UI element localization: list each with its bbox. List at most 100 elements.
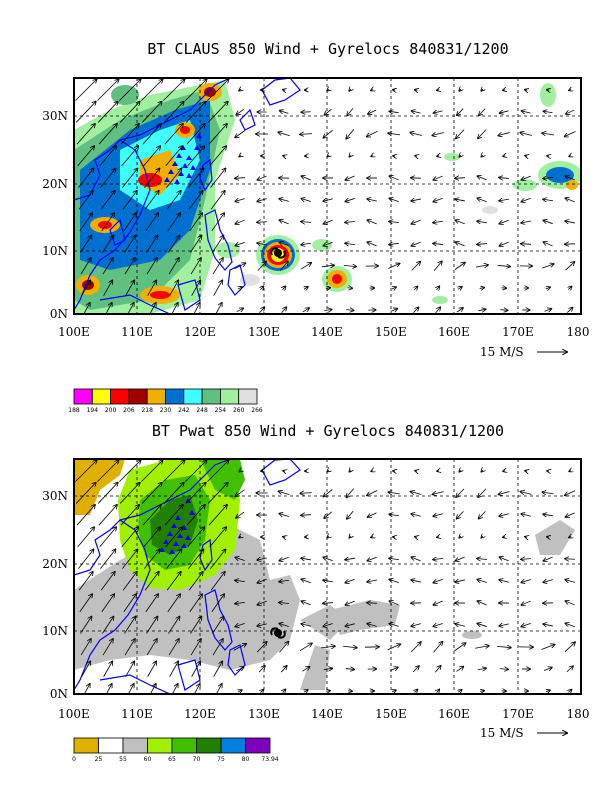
- wind-vector: [97, 102, 118, 123]
- wind-vector: [280, 111, 289, 114]
- wind-vector: [147, 661, 157, 677]
- wind-vector: [324, 108, 332, 115]
- panel2-x-ticks: 100E 110E 120E 130E 140E 150E 160E 170E …: [58, 707, 589, 721]
- colorbar-swatch: [91, 388, 112, 405]
- wind-vector: [168, 616, 179, 634]
- wind-vector: [565, 198, 575, 203]
- wind-vector: [389, 176, 399, 181]
- wind-vector: [327, 536, 329, 537]
- wind-vector: [283, 471, 285, 472]
- wind-vector: [281, 307, 287, 314]
- wind-vector: [301, 112, 311, 113]
- wind-vector: [456, 488, 465, 497]
- wind-vector: [304, 287, 308, 289]
- wind-vector: [478, 309, 485, 310]
- wind-vector: [81, 280, 91, 296]
- panel1-vector-reference: 15 M/S: [480, 345, 567, 359]
- wind-vector: [565, 512, 575, 517]
- wind-vector: [166, 572, 181, 591]
- wind-vector: [77, 527, 95, 548]
- wind-vector: [343, 646, 357, 647]
- wind-vector: [415, 689, 418, 692]
- wind-vector: [188, 168, 203, 188]
- wind-vector: [477, 668, 486, 670]
- wind-vector: [190, 258, 201, 275]
- svg-text:170E: 170E: [502, 707, 534, 721]
- wind-vector: [520, 133, 532, 136]
- wind-vector: [433, 261, 442, 271]
- svg-text:120E: 120E: [184, 325, 216, 339]
- wind-vector: [234, 263, 246, 270]
- wind-vector: [166, 168, 181, 188]
- wind-vector: [124, 258, 135, 275]
- wind-vector: [233, 644, 246, 651]
- wind-vector: [415, 90, 417, 91]
- wind-vector: [455, 556, 465, 561]
- wind-vector: [415, 537, 417, 538]
- svg-text:30N: 30N: [42, 489, 68, 503]
- wind-vector: [349, 470, 350, 472]
- wind-vector: [190, 616, 201, 634]
- wind-vector: [167, 213, 180, 232]
- wind-vector: [100, 191, 115, 210]
- svg-text:150E: 150E: [375, 707, 407, 721]
- wind-vector: [567, 307, 572, 313]
- wind-vector: [503, 537, 505, 538]
- wind-vector: [454, 643, 465, 652]
- wind-vector: [105, 684, 112, 694]
- wind-vector: [165, 146, 183, 167]
- wind-vector: [123, 594, 136, 613]
- wind-vector: [146, 258, 157, 275]
- wind-vector: [144, 572, 159, 591]
- wind-vector: [75, 483, 96, 504]
- svg-text:10N: 10N: [42, 244, 68, 258]
- wind-vector: [455, 220, 465, 225]
- panel1-x-ticks: 100E 110E 120E 130E 140E 150E 160E 170E …: [58, 325, 589, 339]
- wind-vector: [345, 624, 355, 627]
- wind-vector: [389, 601, 399, 606]
- wind-vector: [434, 666, 440, 673]
- gridlines: [74, 78, 581, 314]
- wind-vector: [411, 241, 421, 246]
- wind-vector: [566, 109, 575, 114]
- wind-vector: [207, 483, 228, 504]
- wind-vector: [569, 471, 571, 472]
- wind-vector: [347, 510, 354, 519]
- wind-vector: [569, 89, 571, 90]
- wind-vector: [389, 624, 399, 627]
- wind-vector: [459, 155, 460, 156]
- colorbar-label: 70: [193, 756, 201, 763]
- wind-vector: [323, 241, 333, 246]
- colorbar-label: 75: [217, 756, 225, 763]
- wind-vector: [433, 579, 443, 582]
- wind-vector: [349, 536, 350, 538]
- wind-vector: [143, 527, 161, 548]
- wind-vector: [279, 220, 289, 225]
- panel2-map: [74, 459, 581, 694]
- colorbar-label: 218: [141, 407, 153, 414]
- wind-vector: [543, 556, 553, 561]
- svg-text:110E: 110E: [121, 707, 153, 721]
- wind-vector: [433, 600, 443, 605]
- wind-vector: [543, 111, 553, 112]
- svg-text:140E: 140E: [311, 325, 343, 339]
- wind-vector: [239, 470, 241, 471]
- wind-vector: [99, 146, 117, 167]
- wind-vector: [105, 303, 112, 314]
- wind-vector: [257, 199, 267, 202]
- wind-vector: [389, 243, 400, 244]
- svg-text:160E: 160E: [438, 707, 470, 721]
- wind-vector: [475, 646, 489, 649]
- wind-vector: [300, 134, 313, 135]
- svg-text:0N: 0N: [50, 687, 68, 701]
- wind-vector: [99, 527, 117, 548]
- wind-vector: [479, 288, 485, 289]
- wind-vector: [301, 558, 311, 560]
- wind-vector: [190, 639, 201, 656]
- wind-vector: [543, 199, 554, 200]
- wind-vector: [103, 280, 113, 296]
- wind-vector: [215, 684, 222, 694]
- wind-vector: [190, 235, 201, 253]
- panel-pwat: BT Pwat 850 Wind + Gyrelocs 840831/1200: [42, 422, 589, 763]
- wind-vector: [542, 264, 553, 269]
